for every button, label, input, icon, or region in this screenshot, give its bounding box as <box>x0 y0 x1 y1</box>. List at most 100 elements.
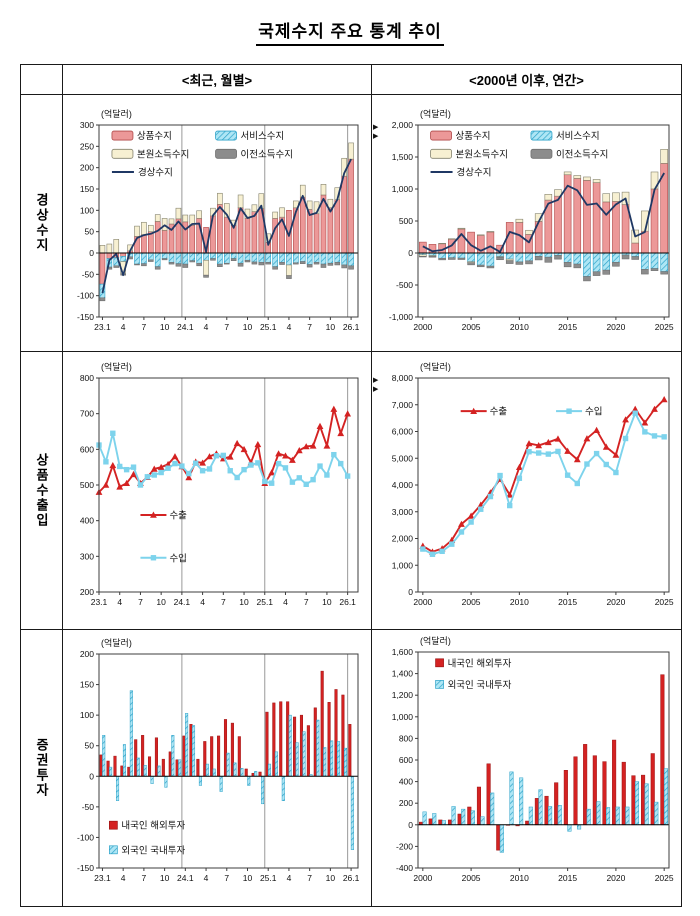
row-header-label: 증권투자 <box>34 738 49 798</box>
svg-text:외국인 국내투자: 외국인 국내투자 <box>448 679 512 691</box>
svg-text:50: 50 <box>85 741 95 751</box>
svg-text:10: 10 <box>160 873 170 883</box>
svg-text:2015: 2015 <box>558 873 577 883</box>
svg-text:1,000: 1,000 <box>392 560 414 570</box>
svg-text:4: 4 <box>121 873 126 883</box>
svg-text:10: 10 <box>156 597 166 607</box>
svg-text:800: 800 <box>80 373 94 383</box>
svg-text:-100: -100 <box>77 291 94 301</box>
svg-text:400: 400 <box>399 777 413 787</box>
svg-text:7: 7 <box>307 322 312 332</box>
svg-text:26.1: 26.1 <box>343 873 360 883</box>
svg-text:10: 10 <box>326 322 336 332</box>
svg-text:23.1: 23.1 <box>94 322 111 332</box>
column-header-annual: <2000년 이후, 연간> <box>372 65 682 95</box>
svg-text:내국인 해외투자: 내국인 해외투자 <box>448 657 512 669</box>
svg-text:24.1: 24.1 <box>177 873 194 883</box>
page-title-text: 국제수지 주요 통계 추이 <box>256 17 444 46</box>
chart-goods-trade-annual: 8,000 7,000 6,000 5,000 4,000 3,000 2,000 1,000… <box>373 361 674 607</box>
svg-text:7: 7 <box>307 873 312 883</box>
svg-text:▶: ▶ <box>373 133 379 140</box>
row-header-securities: 증권투자 <box>21 630 63 907</box>
svg-text:▶: ▶ <box>373 377 379 384</box>
svg-text:(억달러): (억달러) <box>101 108 132 119</box>
svg-text:7: 7 <box>142 322 147 332</box>
svg-text:0: 0 <box>408 248 413 258</box>
row-header-current-account: 경상수지 <box>21 95 63 352</box>
svg-text:-100: -100 <box>77 832 94 842</box>
cell-current-account-annual: 2,000 1,500 1,000 500 0 -500 -1,000 2000 2005 201… <box>372 95 682 352</box>
svg-text:2005: 2005 <box>462 322 481 332</box>
svg-text:10: 10 <box>322 597 332 607</box>
svg-text:150: 150 <box>80 680 94 690</box>
svg-text:2010: 2010 <box>510 322 529 332</box>
svg-text:상품수지: 상품수지 <box>456 131 491 142</box>
svg-text:1,500: 1,500 <box>392 152 414 162</box>
svg-text:2000: 2000 <box>413 322 432 332</box>
row-header-label: 상품수출입 <box>34 453 49 528</box>
svg-text:800: 800 <box>399 733 413 743</box>
svg-text:10: 10 <box>239 597 249 607</box>
svg-text:23.1: 23.1 <box>91 597 108 607</box>
svg-text:-150: -150 <box>77 312 94 322</box>
svg-text:7: 7 <box>138 597 143 607</box>
svg-text:2025: 2025 <box>655 873 674 883</box>
svg-text:7: 7 <box>224 873 229 883</box>
svg-text:-50: -50 <box>82 802 95 812</box>
svg-text:7,000: 7,000 <box>392 400 414 410</box>
svg-text:내국인 해외투자: 내국인 해외투자 <box>121 820 185 832</box>
svg-text:1,200: 1,200 <box>392 690 414 700</box>
svg-text:경상수지: 경상수지 <box>138 167 173 179</box>
svg-text:-200: -200 <box>396 841 413 851</box>
svg-text:수출: 수출 <box>490 407 508 418</box>
svg-text:10: 10 <box>160 322 170 332</box>
svg-text:26.1: 26.1 <box>343 322 360 332</box>
svg-text:200: 200 <box>80 163 94 173</box>
svg-text:300: 300 <box>80 120 94 130</box>
svg-text:서비스수지: 서비스수지 <box>241 131 285 142</box>
row-header-goods-trade: 상품수출입 <box>21 352 63 630</box>
svg-text:7: 7 <box>142 873 147 883</box>
svg-text:경상수지: 경상수지 <box>457 167 492 179</box>
svg-text:24.1: 24.1 <box>177 322 194 332</box>
svg-text:3,000: 3,000 <box>392 507 414 517</box>
svg-text:150: 150 <box>80 184 94 194</box>
svg-text:(억달러): (억달러) <box>101 637 132 648</box>
svg-text:2015: 2015 <box>558 597 577 607</box>
svg-text:10: 10 <box>326 873 336 883</box>
svg-text:이전소득수지: 이전소득수지 <box>241 149 293 160</box>
svg-text:10: 10 <box>243 873 253 883</box>
svg-text:외국인 국내투자: 외국인 국내투자 <box>121 844 185 856</box>
cell-securities-monthly: 200 150 100 50 0 -50 -100 -150 23.1 4 7 10 24.1 4 7 10 2… <box>63 630 372 907</box>
svg-text:500: 500 <box>399 216 413 226</box>
svg-text:100: 100 <box>80 205 94 215</box>
svg-text:4: 4 <box>287 873 292 883</box>
column-header-monthly: <최근, 월별> <box>63 65 372 95</box>
svg-text:2005: 2005 <box>462 873 481 883</box>
svg-text:2025: 2025 <box>655 597 674 607</box>
svg-text:-1,000: -1,000 <box>389 312 413 322</box>
svg-text:-400: -400 <box>396 863 413 873</box>
cell-goods-trade-annual: 8,000 7,000 6,000 5,000 4,000 3,000 2,000 1,000… <box>372 352 682 630</box>
svg-text:2020: 2020 <box>606 322 625 332</box>
svg-text:4: 4 <box>204 322 209 332</box>
svg-text:23.1: 23.1 <box>94 873 111 883</box>
svg-text:▶: ▶ <box>373 386 379 393</box>
svg-text:0: 0 <box>408 820 413 830</box>
svg-text:50: 50 <box>85 227 95 237</box>
svg-text:4: 4 <box>117 597 122 607</box>
table-corner-cell <box>21 65 63 95</box>
svg-text:-150: -150 <box>77 863 94 873</box>
svg-text:1,600: 1,600 <box>392 647 414 657</box>
svg-text:2010: 2010 <box>510 597 529 607</box>
svg-text:4: 4 <box>204 873 209 883</box>
svg-text:25.1: 25.1 <box>260 322 277 332</box>
svg-text:400: 400 <box>80 516 94 526</box>
svg-text:0: 0 <box>89 248 94 258</box>
svg-text:0: 0 <box>89 771 94 781</box>
svg-text:4: 4 <box>121 322 126 332</box>
svg-text:2020: 2020 <box>606 873 625 883</box>
